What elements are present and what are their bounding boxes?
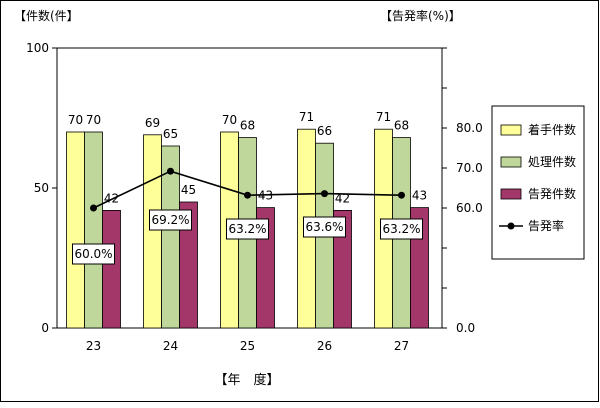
bar-value-label: 71 [376, 110, 391, 124]
y-right-tick-label: 80.0 [456, 121, 483, 135]
legend-swatch [500, 156, 522, 168]
x-tick-label: 23 [86, 339, 101, 353]
y-right-tick-label: 60.0 [456, 201, 483, 215]
y-right-tick-label: 70.0 [456, 161, 483, 175]
rate-point [167, 167, 174, 175]
bar-value-label: 66 [317, 124, 332, 138]
bar-value-label: 65 [163, 127, 178, 141]
rate-label-box [380, 218, 423, 240]
bar [333, 209, 352, 329]
legend-label: 着手件数 [528, 122, 576, 137]
legend-swatch [500, 124, 522, 136]
rate-value-label: 63.2% [228, 222, 266, 236]
bar [179, 201, 198, 329]
y-left-tick-label: 0 [41, 321, 49, 335]
legend-label: 処理件数 [528, 154, 576, 169]
bar-value-label: 70 [222, 113, 237, 127]
rate-label-box [226, 218, 269, 240]
rate-point [398, 191, 405, 199]
x-tick-label: 25 [240, 339, 255, 353]
bar-value-label: 43 [412, 189, 427, 203]
x-tick-label: 24 [163, 339, 178, 353]
bar-value-label: 45 [181, 183, 196, 197]
rate-value-label: 63.2% [382, 222, 420, 236]
rate-label-box [72, 243, 115, 265]
bar-value-label: 68 [240, 119, 255, 133]
x-tick-label: 26 [317, 339, 332, 353]
y-right-axis-label: 【告発率(%)】 [380, 8, 461, 23]
bar-value-label: 71 [299, 110, 314, 124]
rate-value-label: 63.6% [305, 220, 343, 234]
y-left-tick-label: 100 [26, 41, 49, 55]
bar-value-label: 69 [145, 116, 160, 130]
bar [84, 131, 103, 329]
bar-value-label: 70 [68, 113, 83, 127]
legend-label: 告発率 [528, 218, 564, 233]
rate-point [244, 191, 251, 199]
legend-swatch [500, 188, 522, 200]
x-axis-label: 【年 度】 [214, 372, 279, 388]
bar [143, 134, 162, 329]
bar [102, 209, 121, 329]
rate-value-label: 69.2% [151, 213, 189, 227]
bar-value-label: 42 [335, 191, 350, 205]
bar-value-label: 68 [394, 119, 409, 133]
legend-label: 告発件数 [528, 186, 576, 201]
x-tick-label: 27 [394, 339, 409, 353]
y-right-tick-label: 0.0 [456, 321, 475, 335]
bar-value-label: 42 [104, 191, 119, 205]
rate-point [90, 204, 97, 212]
rate-label-box [303, 216, 346, 238]
y-left-tick-label: 50 [34, 181, 49, 195]
bar [66, 131, 85, 329]
rate-point [321, 190, 328, 198]
rate-label-box [149, 209, 192, 231]
legend-marker [507, 222, 515, 230]
bar-value-label: 70 [86, 113, 101, 127]
rate-value-label: 60.0% [74, 247, 112, 261]
y-left-axis-label: 【件数(件】 [14, 8, 79, 23]
